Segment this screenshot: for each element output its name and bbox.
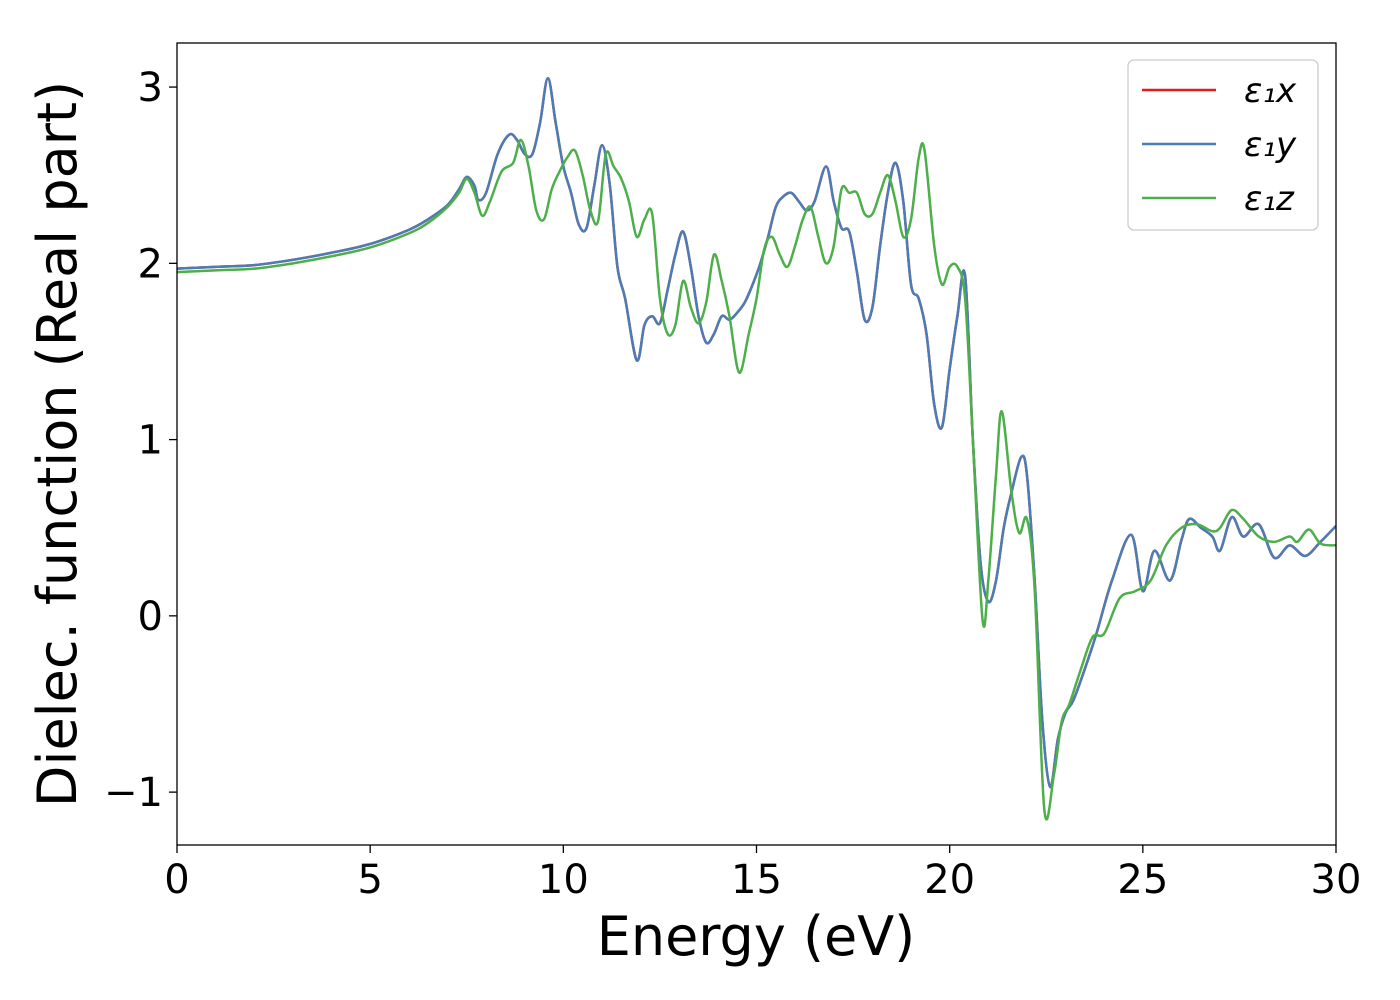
x-tick-label: 25 <box>1117 857 1168 903</box>
legend-box <box>1127 59 1319 231</box>
x-tick-label: 15 <box>731 857 782 903</box>
series-line-z <box>177 138 1336 821</box>
x-axis-title: Energy (eV) <box>597 905 916 968</box>
x-tick-label: 30 <box>1311 857 1362 903</box>
x-axis-ticks: 0 5 10 15 20 25 30 <box>164 845 1361 903</box>
x-tick-label: 0 <box>164 857 189 903</box>
y-axis-ticks: −1 0 1 2 3 <box>104 65 177 816</box>
y-tick-label: 3 <box>138 65 163 111</box>
series-line-y <box>177 77 1336 789</box>
x-tick-label: 10 <box>538 857 589 903</box>
y-axis-title: Dielec. function (Real part) <box>26 81 89 807</box>
y-tick-label: −1 <box>104 770 163 816</box>
legend-label-x: ε₁x <box>1244 71 1297 111</box>
x-tick-label: 20 <box>924 857 975 903</box>
x-tick-label: 5 <box>357 857 382 903</box>
plot-lines <box>177 77 1336 821</box>
legend-label-z: ε₁z <box>1244 179 1295 219</box>
legend: ε₁x ε₁y ε₁z <box>1127 59 1319 231</box>
y-tick-label: 1 <box>138 418 163 464</box>
legend-label-y: ε₁y <box>1244 125 1297 165</box>
y-tick-label: 0 <box>138 594 163 640</box>
y-tick-label: 2 <box>138 241 163 287</box>
